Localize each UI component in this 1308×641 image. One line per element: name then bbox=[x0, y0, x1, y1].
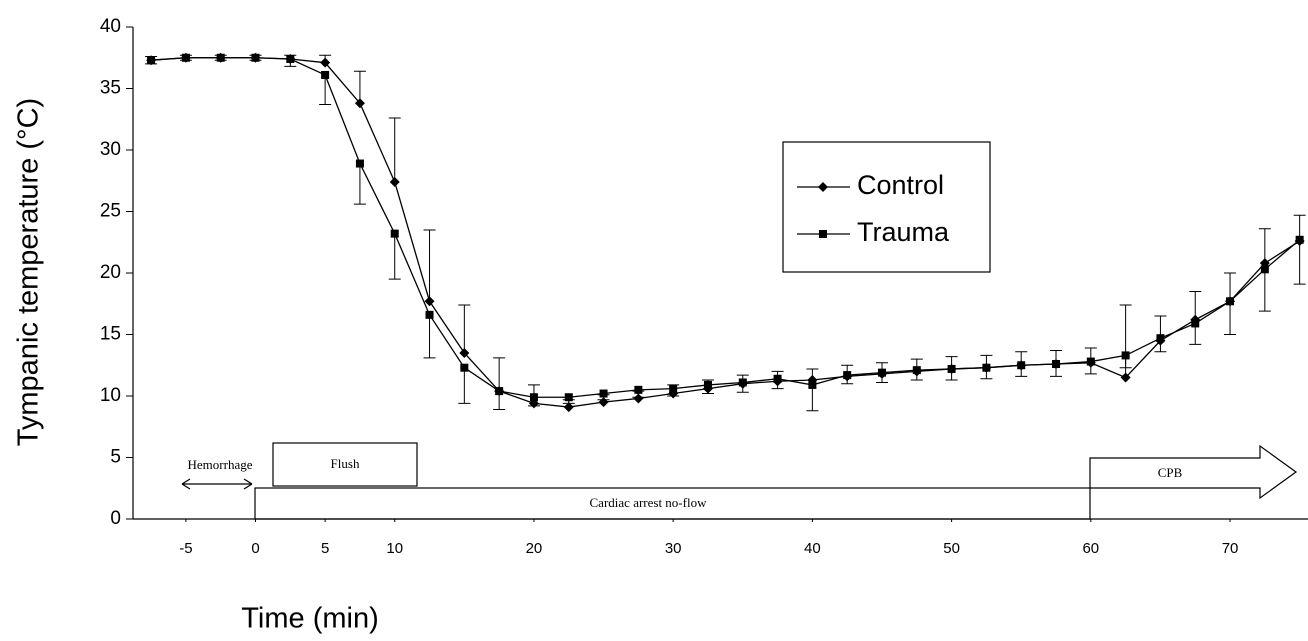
x-tick-label: 20 bbox=[526, 540, 543, 557]
marker bbox=[147, 56, 156, 65]
legend-label: Trauma bbox=[857, 217, 950, 247]
y-axis-title: Tympanic temperature (°C) bbox=[13, 98, 45, 446]
y-tick-label: 15 bbox=[100, 324, 121, 345]
flush-box bbox=[272, 442, 418, 487]
annotation: Cardiac arrest no-flow bbox=[590, 495, 708, 510]
error-bar bbox=[458, 367, 471, 404]
x-axis-title: Time (min) bbox=[241, 603, 378, 635]
marker bbox=[1191, 319, 1200, 328]
marker bbox=[947, 364, 956, 373]
marker bbox=[320, 57, 331, 68]
marker bbox=[459, 347, 470, 358]
marker bbox=[877, 368, 886, 377]
marker bbox=[818, 182, 828, 192]
error-bar bbox=[353, 70, 366, 104]
error-bar bbox=[388, 117, 401, 182]
error-bar bbox=[493, 357, 506, 392]
error-bar bbox=[353, 163, 366, 205]
marker bbox=[773, 374, 782, 383]
y-tick-label: 20 bbox=[100, 262, 121, 283]
marker bbox=[1017, 361, 1026, 370]
x-tick-label: 10 bbox=[386, 540, 403, 557]
marker bbox=[216, 53, 225, 62]
marker bbox=[1156, 334, 1165, 343]
marker bbox=[424, 296, 435, 307]
error-bar bbox=[319, 74, 332, 105]
error-bar bbox=[1293, 239, 1306, 285]
error-bar bbox=[458, 304, 471, 353]
marker bbox=[564, 393, 573, 402]
marker bbox=[912, 366, 921, 375]
marker bbox=[738, 378, 747, 387]
annotation: Hemorrhage bbox=[188, 457, 253, 472]
cpb-arrow bbox=[1089, 444, 1298, 500]
marker bbox=[321, 70, 330, 79]
y-tick-label: 10 bbox=[100, 385, 121, 406]
x-tick-label: 60 bbox=[1082, 540, 1099, 557]
marker bbox=[1295, 235, 1304, 244]
marker bbox=[1121, 351, 1130, 360]
legend bbox=[782, 141, 991, 273]
marker bbox=[389, 176, 400, 187]
y-tick-label: 5 bbox=[110, 447, 121, 468]
legend-label: Control bbox=[857, 170, 944, 200]
series-line bbox=[151, 57, 1301, 398]
y-tick-label: 25 bbox=[100, 201, 121, 222]
marker bbox=[1226, 297, 1235, 306]
marker bbox=[425, 310, 434, 319]
x-tick-label: 40 bbox=[804, 540, 821, 557]
marker bbox=[286, 54, 295, 63]
marker bbox=[703, 380, 712, 389]
marker bbox=[460, 363, 469, 372]
error-bar bbox=[1258, 269, 1271, 312]
series-line bbox=[151, 57, 1300, 408]
error-bar bbox=[423, 229, 436, 302]
x-tick-label: 30 bbox=[665, 540, 682, 557]
marker bbox=[669, 384, 678, 393]
error-bar bbox=[388, 233, 401, 280]
marker bbox=[529, 393, 538, 402]
x-tick-label: 5 bbox=[321, 540, 329, 557]
x-tick-label: -5 bbox=[179, 540, 192, 557]
error-bar bbox=[423, 314, 436, 359]
marker bbox=[390, 229, 399, 238]
y-tick-label: 40 bbox=[100, 16, 121, 37]
marker bbox=[819, 230, 827, 238]
y-tick-label: 0 bbox=[110, 508, 121, 529]
error-bar bbox=[1258, 228, 1271, 264]
marker bbox=[251, 53, 260, 62]
marker bbox=[355, 159, 364, 168]
x-tick-label: 50 bbox=[943, 540, 960, 557]
marker bbox=[634, 385, 643, 394]
marker bbox=[982, 363, 991, 372]
error-bar bbox=[806, 384, 819, 412]
marker bbox=[563, 402, 574, 413]
y-tick-label: 30 bbox=[100, 139, 121, 160]
marker bbox=[1052, 360, 1061, 369]
marker bbox=[599, 389, 608, 398]
marker bbox=[495, 387, 504, 396]
cardiac-arrest-box bbox=[254, 487, 1091, 520]
marker bbox=[1086, 357, 1095, 366]
x-tick-label: 0 bbox=[251, 540, 259, 557]
y-tick-label: 35 bbox=[100, 78, 121, 99]
annotations bbox=[181, 442, 1298, 520]
hemorrhage-arrow bbox=[181, 478, 253, 490]
error-bar bbox=[1224, 301, 1237, 335]
marker bbox=[843, 371, 852, 380]
marker bbox=[633, 393, 644, 404]
x-tick-label: 70 bbox=[1222, 540, 1239, 557]
marker bbox=[354, 98, 365, 109]
marker bbox=[1120, 372, 1131, 383]
annotation: Flush bbox=[331, 456, 360, 471]
annotation: CPB bbox=[1158, 465, 1183, 480]
marker bbox=[1260, 265, 1269, 274]
marker bbox=[808, 380, 817, 389]
marker bbox=[181, 53, 190, 62]
